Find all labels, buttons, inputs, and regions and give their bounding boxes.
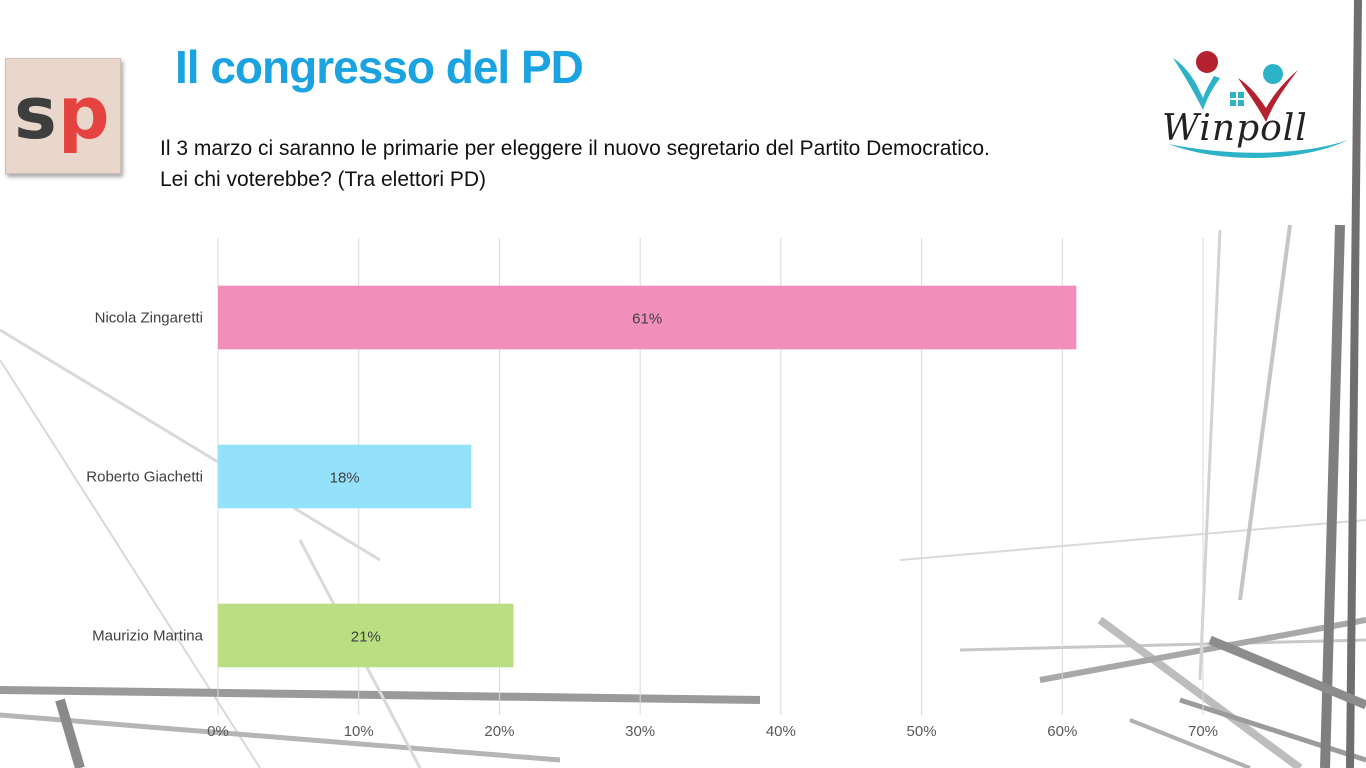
sp-logo-p: p	[58, 71, 110, 155]
winpoll-window-icon	[1230, 92, 1244, 106]
bar-value-label: 61%	[632, 311, 662, 328]
sp-logo: s p	[5, 58, 121, 174]
question-line-1: Il 3 marzo ci saranno le primarie per el…	[160, 137, 990, 160]
chart-bars	[218, 285, 1077, 668]
x-tick-label: 40%	[766, 723, 796, 740]
bar	[218, 603, 514, 668]
bar	[218, 444, 472, 509]
x-tick-label: 0%	[207, 723, 229, 740]
winpoll-logo: Winpoll	[1162, 51, 1348, 158]
chart-labels: 0% 10% 20% 30% 40% 50% 60% 70% 61% Nicola Zingare…	[86, 310, 1218, 741]
bar-chart: 0% 10% 20% 30% 40% 50% 60% 70% 61% Nicola Zingare…	[86, 238, 1218, 741]
category-label: Roberto Giachetti	[86, 469, 203, 486]
bar-value-label: 18%	[330, 470, 360, 487]
winpoll-figure-red	[1238, 70, 1298, 122]
winpoll-head-teal	[1263, 64, 1283, 84]
x-tick-label: 70%	[1188, 723, 1218, 740]
x-tick-label: 30%	[625, 723, 655, 740]
x-tick-label: 50%	[907, 723, 937, 740]
category-label: Nicola Zingaretti	[95, 310, 203, 327]
question-line-2: Lei chi voterebbe? (Tra elettori PD)	[160, 168, 487, 191]
x-tick-label: 60%	[1047, 723, 1077, 740]
slide-title: Il congresso del PD	[175, 41, 584, 93]
bar-value-label: 21%	[351, 629, 381, 646]
winpoll-figure-teal	[1173, 58, 1220, 110]
x-tick-label: 10%	[344, 723, 374, 740]
x-tick-label: 20%	[484, 723, 514, 740]
winpoll-head-red	[1196, 51, 1218, 73]
question-text: Il 3 marzo ci saranno le primarie per el…	[160, 133, 990, 195]
winpoll-swoosh	[1168, 140, 1348, 158]
bar	[218, 285, 1077, 350]
category-label: Maurizio Martina	[92, 628, 204, 645]
sp-logo-s: s	[14, 71, 57, 155]
winpoll-wordmark: Winpoll	[1162, 108, 1308, 149]
